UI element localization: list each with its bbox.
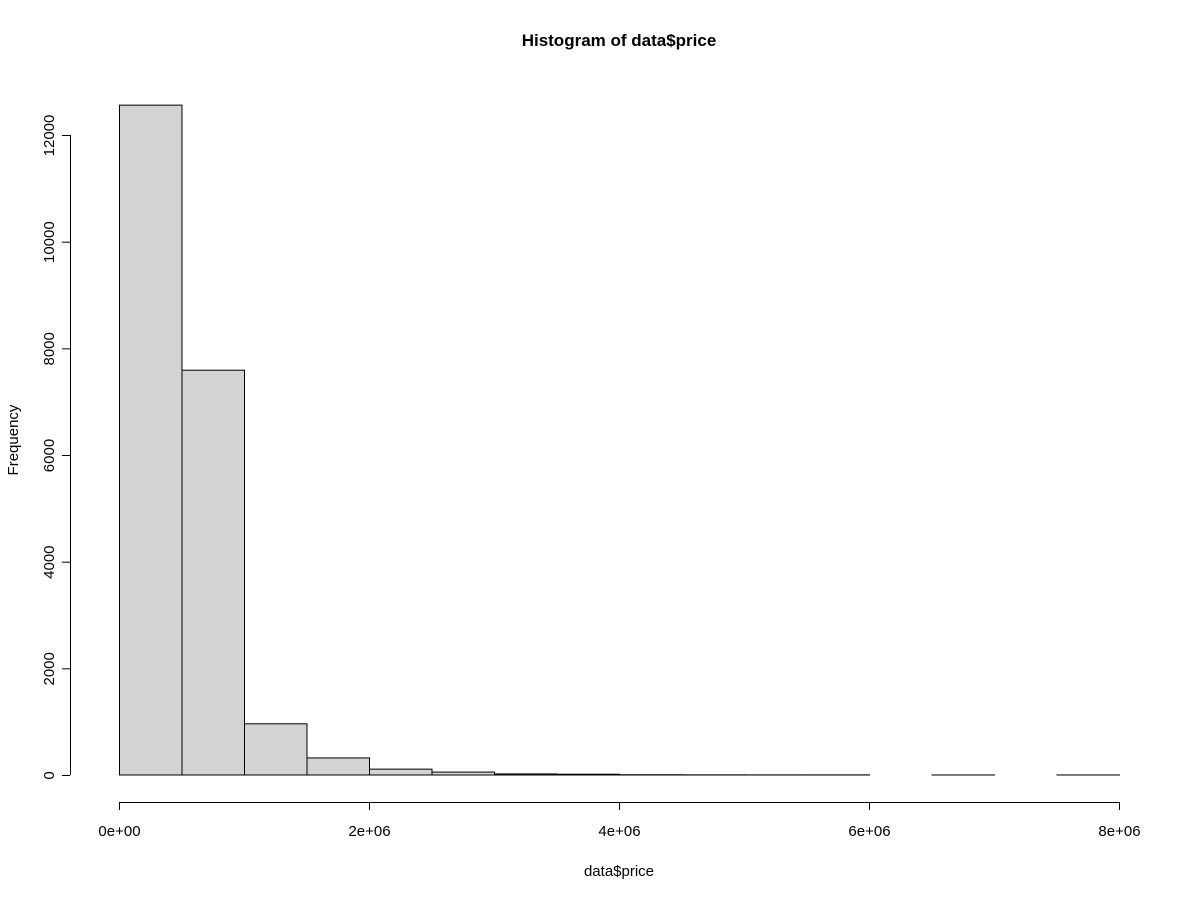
y-tick-label: 8000 <box>41 332 58 365</box>
y-tick-label: 6000 <box>41 439 58 472</box>
bar <box>306 757 370 776</box>
bar <box>119 104 183 776</box>
y-tick-label: 0 <box>41 771 58 779</box>
bar <box>244 723 308 776</box>
x-tick-label: 6e+06 <box>848 823 890 840</box>
chart-title: Histogram of data$price <box>522 31 717 50</box>
x-tick-label: 0e+00 <box>98 823 140 840</box>
x-tick-label: 8e+06 <box>1098 823 1140 840</box>
bar <box>369 768 433 776</box>
x-axis-label: data$price <box>584 863 654 880</box>
y-tick-label: 12000 <box>41 115 58 157</box>
bar <box>181 369 245 776</box>
bar <box>556 773 620 776</box>
x-tick-label: 4e+06 <box>598 823 640 840</box>
y-tick-label: 2000 <box>41 652 58 685</box>
bar <box>494 773 558 776</box>
y-tick-label: 10000 <box>41 221 58 263</box>
y-axis-label: Frequency <box>5 404 22 475</box>
bar <box>431 771 495 776</box>
x-tick-label: 2e+06 <box>348 823 390 840</box>
y-tick-label: 4000 <box>41 545 58 578</box>
